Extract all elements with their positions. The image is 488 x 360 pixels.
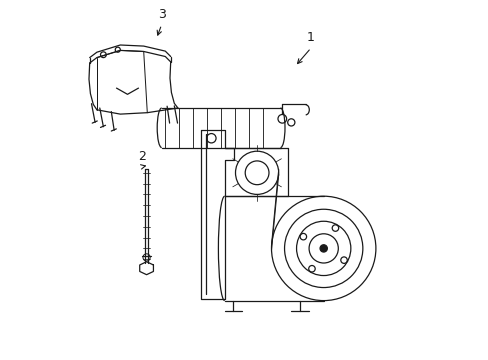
- Text: 1: 1: [306, 31, 314, 44]
- Text: 2: 2: [138, 150, 145, 163]
- Text: 3: 3: [158, 8, 165, 21]
- Circle shape: [319, 245, 326, 252]
